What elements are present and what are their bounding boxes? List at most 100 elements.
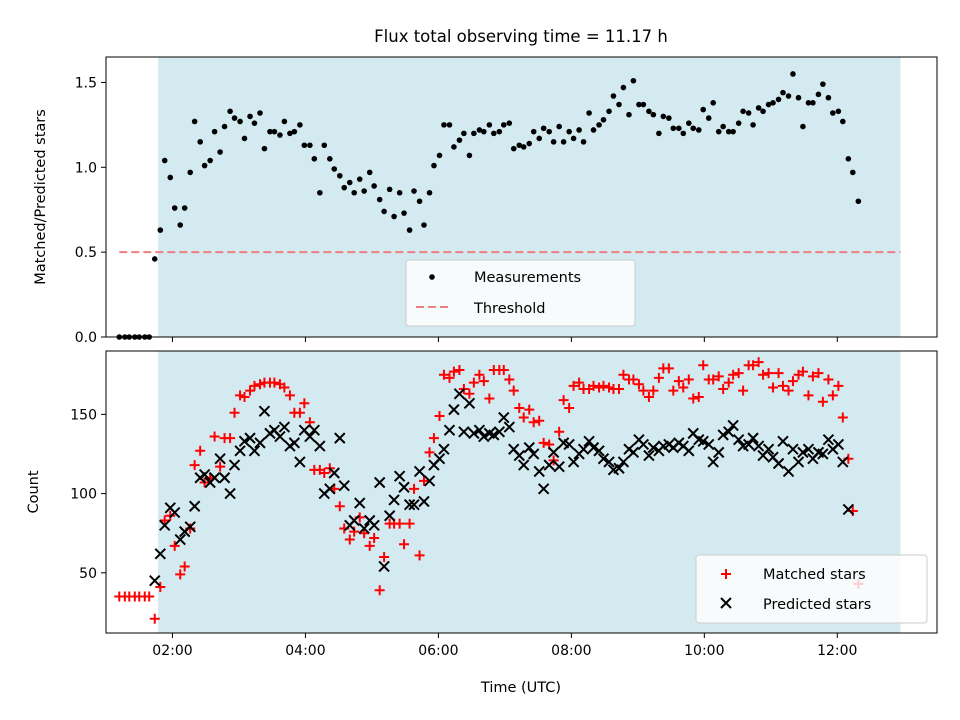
matched-star-point — [673, 376, 684, 387]
predicted-star-point — [254, 437, 266, 449]
matched-star-point — [763, 368, 774, 379]
measurement-point — [151, 256, 158, 262]
predicted-star-point — [832, 438, 845, 451]
predicted-star-point — [703, 438, 715, 451]
matched-star-point — [245, 385, 256, 396]
measurement-point — [401, 210, 407, 216]
measurement-point — [546, 128, 552, 135]
matched-star-point — [334, 501, 345, 512]
matched-star-point — [215, 461, 226, 472]
matched-star-point — [319, 467, 330, 478]
matched-star-point — [534, 415, 545, 426]
measurement-point — [600, 116, 607, 123]
predicted-star-point — [314, 440, 326, 452]
measurement-point — [191, 118, 198, 125]
measurement-point — [211, 128, 218, 135]
measurement-point — [849, 169, 856, 176]
measurement-point — [181, 205, 188, 211]
matched-star-point — [155, 582, 166, 593]
measurement-point — [396, 189, 403, 196]
measurement-point — [745, 110, 752, 116]
predicted-star-point — [448, 403, 460, 416]
matched-star-point — [404, 518, 415, 529]
matched-star-point — [239, 391, 250, 402]
measurement-point — [805, 100, 812, 106]
predicted-star-point — [547, 446, 560, 459]
matched-star-point — [508, 385, 519, 396]
predicted-star-point — [334, 432, 346, 444]
measurement-point — [620, 84, 627, 91]
measurement-point — [481, 128, 487, 135]
predicted-star-point — [403, 498, 416, 511]
ratio-y-tick-label: 1.5 — [75, 75, 97, 91]
count-panel-frame — [105, 350, 938, 634]
predicted-star-point — [493, 426, 506, 438]
measurement-point — [406, 227, 413, 233]
matched-star-point — [444, 372, 455, 383]
measurement-point — [446, 122, 453, 128]
matched-star-point — [538, 437, 549, 448]
legend-predicted-label: Predicted stars — [763, 597, 871, 613]
measurement-point — [576, 127, 582, 133]
count-y-tick-label: 150 — [70, 407, 97, 423]
matched-star-point — [468, 377, 479, 388]
predicted-star-point — [727, 419, 739, 432]
predicted-star-point — [393, 470, 406, 482]
predicted-star-point — [842, 503, 855, 516]
matched-star-point — [668, 385, 679, 396]
measurement-point — [251, 120, 258, 126]
measurement-point — [271, 128, 278, 135]
legend-measurements-label: Measurements — [474, 270, 581, 286]
measurement-point — [740, 108, 746, 115]
measurement-point — [391, 213, 397, 220]
measurement-point — [466, 152, 473, 159]
measurement-point — [840, 118, 846, 125]
matched-star-point — [638, 385, 649, 396]
predicted-star-point — [627, 446, 640, 459]
predicted-star-point — [244, 432, 256, 444]
measurement-point — [341, 184, 348, 191]
matched-star-point — [149, 613, 160, 624]
predicted-star-point — [458, 426, 470, 438]
matched-star-point — [663, 363, 674, 374]
matched-star-point — [564, 403, 575, 414]
predicted-star-point — [168, 506, 181, 519]
predicted-star-point — [408, 498, 420, 511]
matched-star-point — [554, 426, 565, 437]
measurement-point — [247, 113, 253, 120]
measurement-point — [700, 106, 707, 113]
matched-star-point — [683, 374, 694, 385]
predicted-star-point — [717, 429, 729, 441]
measurement-point — [725, 128, 732, 135]
predicted-star-point — [563, 438, 575, 451]
measurement-point — [820, 81, 826, 87]
measurement-point — [830, 110, 836, 116]
matched-star-point — [594, 382, 605, 393]
matched-star-point — [738, 385, 749, 396]
predicted-star-point — [503, 421, 516, 433]
measurement-point — [636, 101, 642, 108]
x-tick-label: 08:00 — [551, 643, 591, 659]
matched-star-point — [733, 368, 744, 379]
matched-star-point — [528, 417, 539, 428]
measurement-point — [167, 174, 174, 181]
measurement-point — [656, 130, 662, 137]
predicted-star-point — [354, 497, 366, 509]
measurement-point — [287, 130, 293, 137]
matched-star-point — [169, 540, 180, 551]
matched-star-point — [229, 407, 240, 418]
measurement-point — [157, 227, 164, 233]
measurement-point — [366, 169, 373, 176]
predicted-star-point — [518, 459, 530, 471]
matched-star-point — [369, 532, 380, 543]
measurement-point — [331, 166, 338, 172]
measurement-point — [520, 144, 527, 150]
matched-star-point — [833, 380, 844, 391]
x-tick-label: 06:00 — [418, 643, 458, 659]
ratio-panel: 0.0 0.5 1.0 1.5 Measurements Threshold — [75, 56, 938, 346]
measurement-point — [715, 128, 722, 135]
matched-star-point — [399, 539, 410, 550]
predicted-star-point — [777, 435, 789, 448]
predicted-star-point — [567, 456, 580, 468]
matched-star-point — [144, 591, 155, 602]
